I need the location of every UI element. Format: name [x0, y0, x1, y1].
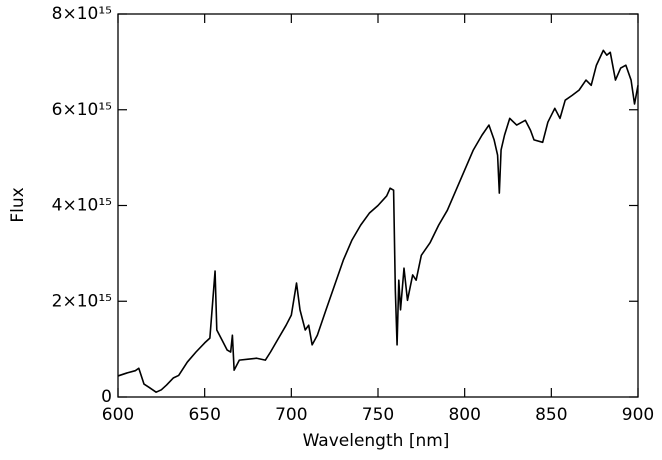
- x-tick-label: 600: [102, 405, 134, 425]
- y-tick-label: 4×10¹⁵: [52, 196, 112, 216]
- x-tick-label: 650: [188, 405, 220, 425]
- x-tick-label: 800: [448, 405, 480, 425]
- y-tick-label: 6×10¹⁵: [52, 100, 112, 120]
- x-tick-label: 850: [535, 405, 567, 425]
- y-tick-label: 2×10¹⁵: [52, 291, 112, 311]
- x-tick-label: 700: [275, 405, 307, 425]
- x-axis-label: Wavelength [nm]: [303, 431, 450, 451]
- spectrum-line: [117, 49, 639, 394]
- y-tick-label: 0: [101, 387, 112, 407]
- x-tick-label: 900: [622, 405, 654, 425]
- x-tick-label: 750: [362, 405, 394, 425]
- y-axis-label: Flux: [8, 187, 28, 222]
- y-tick-label: 8×10¹⁵: [52, 4, 112, 24]
